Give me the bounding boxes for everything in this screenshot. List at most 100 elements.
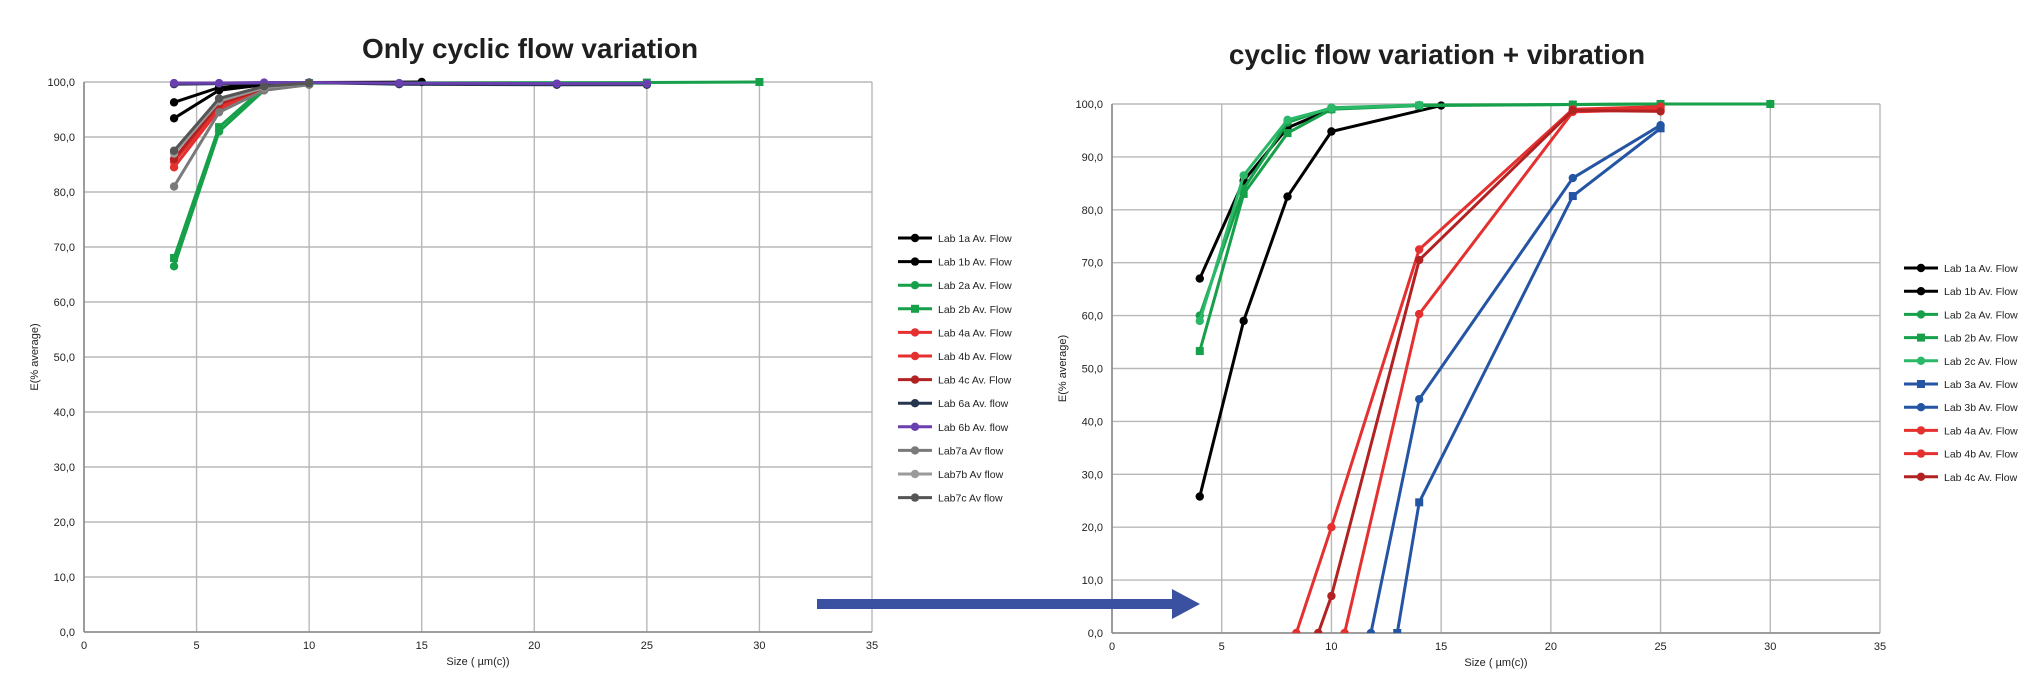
x-tick-label: 35 bbox=[866, 640, 878, 652]
legend-marker bbox=[910, 493, 920, 502]
data-point bbox=[169, 262, 179, 271]
data-point bbox=[1195, 316, 1204, 326]
x-tick-label: 5 bbox=[1219, 641, 1225, 653]
data-point bbox=[1415, 245, 1424, 254]
y-tick-label: 90,0 bbox=[1082, 152, 1103, 164]
y-tick-label: 80,0 bbox=[54, 187, 75, 199]
data-point bbox=[1415, 309, 1424, 319]
data-point bbox=[1327, 591, 1336, 601]
x-axis-label: Size ( µm(c)) bbox=[1464, 657, 1527, 669]
series-line bbox=[1198, 104, 1442, 497]
y-tick-label: 60,0 bbox=[1082, 311, 1103, 323]
data-point bbox=[169, 182, 179, 191]
y-axis-label: E(% average) bbox=[29, 323, 41, 390]
data-point bbox=[1327, 523, 1336, 532]
data-point bbox=[1283, 115, 1292, 125]
data-point bbox=[1239, 171, 1248, 180]
data-point bbox=[1568, 106, 1578, 115]
legend-label: Lab 2b Av. Flow bbox=[1944, 333, 2018, 345]
chart-title: cyclic flow variation + vibration bbox=[1229, 39, 1645, 70]
x-tick-label: 30 bbox=[753, 640, 765, 652]
data-point bbox=[755, 78, 764, 86]
series-line bbox=[1369, 123, 1662, 633]
legend-marker bbox=[1916, 263, 1926, 273]
legend-label: Lab 4c Av. Flow bbox=[938, 375, 1012, 387]
data-point bbox=[169, 146, 179, 155]
y-tick-label: 50,0 bbox=[54, 352, 75, 364]
y-tick-label: 0,0 bbox=[60, 627, 75, 639]
legend-marker bbox=[910, 469, 920, 479]
data-point bbox=[1195, 347, 1204, 356]
legend-marker bbox=[1917, 380, 1925, 388]
data-point bbox=[1415, 498, 1424, 507]
x-axis-label: Size ( µm(c)) bbox=[446, 656, 509, 668]
y-tick-label: 20,0 bbox=[54, 517, 75, 529]
y-tick-label: 50,0 bbox=[1082, 364, 1103, 376]
series-line bbox=[172, 83, 310, 188]
legend-marker bbox=[910, 446, 920, 455]
data-point bbox=[1327, 104, 1336, 113]
series-line bbox=[1316, 108, 1661, 633]
legend-marker bbox=[910, 351, 920, 361]
series-line bbox=[1343, 107, 1661, 633]
x-tick-label: 0 bbox=[1109, 641, 1115, 653]
legend-label: Lab 4b Av. Flow bbox=[1944, 449, 2018, 461]
y-tick-label: 70,0 bbox=[1082, 258, 1103, 270]
x-tick-label: 10 bbox=[303, 640, 315, 652]
data-point bbox=[214, 94, 224, 103]
y-tick-label: 100,0 bbox=[1075, 99, 1103, 111]
y-tick-label: 10,0 bbox=[1082, 575, 1103, 587]
data-point bbox=[1656, 120, 1665, 130]
plot-area bbox=[169, 77, 764, 271]
y-tick-label: 100,0 bbox=[47, 77, 75, 89]
legend-label: Lab 4c Av. Flow bbox=[1944, 472, 2018, 484]
data-point bbox=[1195, 492, 1204, 501]
x-tick-label: 25 bbox=[1654, 641, 1666, 653]
legend-marker bbox=[910, 257, 920, 266]
legend-label: Lab 2c Av. Flow bbox=[1944, 356, 2018, 368]
legend-label: Lab 1b Av. Flow bbox=[1944, 286, 2018, 298]
data-point bbox=[169, 78, 179, 88]
legend-marker bbox=[1916, 403, 1926, 412]
series-line bbox=[1294, 105, 1661, 633]
legend-label: Lab 1b Av. Flow bbox=[938, 257, 1012, 269]
y-axis-label: E(% average) bbox=[1057, 335, 1069, 402]
data-point bbox=[1568, 192, 1577, 201]
data-point bbox=[1292, 628, 1301, 633]
data-point bbox=[395, 78, 404, 88]
data-point bbox=[1314, 628, 1323, 633]
x-tick-label: 35 bbox=[1874, 641, 1886, 653]
data-point bbox=[1327, 127, 1336, 136]
data-point bbox=[1415, 100, 1424, 110]
data-point bbox=[304, 78, 314, 88]
x-tick-label: 15 bbox=[1435, 641, 1447, 653]
data-point bbox=[552, 79, 561, 88]
data-point bbox=[259, 82, 269, 91]
legend-marker bbox=[1917, 333, 1925, 342]
legend-label: Lab 6b Av. flow bbox=[938, 422, 1009, 434]
data-point bbox=[1766, 100, 1775, 108]
x-tick-label: 20 bbox=[528, 640, 540, 652]
legend-label: Lab7c Av flow bbox=[938, 493, 1003, 505]
y-tick-label: 70,0 bbox=[54, 242, 75, 254]
legend-label: Lab 3a Av. Flow bbox=[1944, 379, 2018, 391]
legend-label: Lab 4b Av. Flow bbox=[938, 351, 1012, 363]
data-point bbox=[1283, 129, 1292, 138]
data-point bbox=[1195, 274, 1204, 283]
transition-arrow bbox=[817, 589, 1200, 619]
legend-marker bbox=[1916, 449, 1926, 458]
legend-marker bbox=[910, 399, 920, 408]
data-point bbox=[169, 98, 179, 107]
legend-marker bbox=[910, 328, 920, 337]
y-tick-label: 60,0 bbox=[54, 297, 75, 309]
chart-left: Only cyclic flow variation 0,0 10,0 20,0 30… bbox=[29, 33, 1012, 668]
series-line bbox=[174, 81, 647, 86]
x-tick-label: 20 bbox=[1545, 641, 1557, 653]
legend-label: Lab 2b Av. Flow bbox=[938, 304, 1012, 316]
chart-right: cyclic flow variation + vibration 0,0 10,… bbox=[1057, 39, 2018, 669]
y-tick-label: 20,0 bbox=[1082, 522, 1103, 534]
series-line bbox=[172, 81, 310, 152]
legend-label: Lab 1a Av. Flow bbox=[1944, 263, 2018, 275]
x-tick-label: 10 bbox=[1325, 641, 1337, 653]
